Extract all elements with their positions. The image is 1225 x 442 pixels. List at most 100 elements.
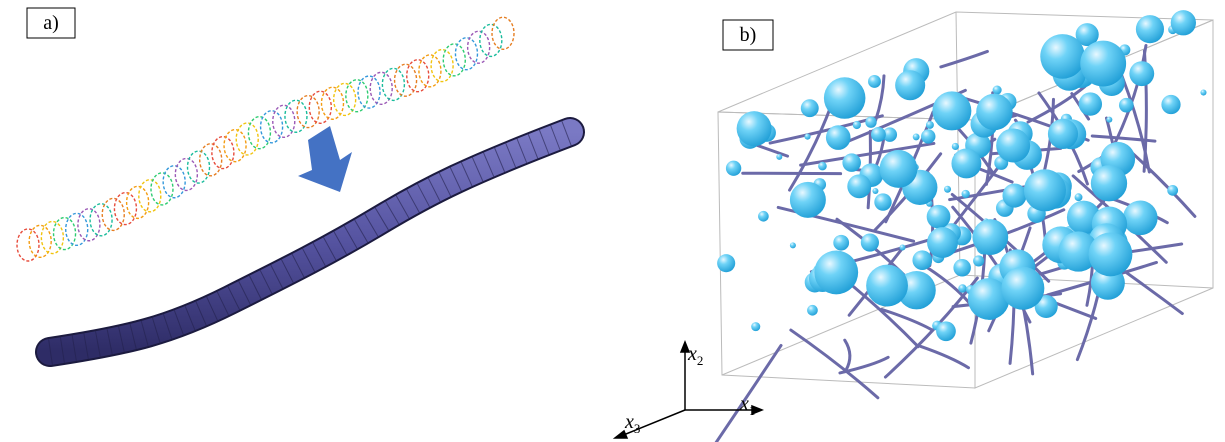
ring xyxy=(332,82,357,117)
sphere xyxy=(736,111,772,147)
sphere xyxy=(847,174,872,199)
ring xyxy=(296,94,320,129)
sphere xyxy=(1002,183,1027,208)
ring xyxy=(16,228,40,262)
sphere xyxy=(1080,40,1127,87)
axis-symbol: x xyxy=(624,411,634,433)
sphere xyxy=(996,128,1031,163)
sphere xyxy=(789,181,826,218)
sphere xyxy=(912,250,933,271)
sphere xyxy=(1047,118,1079,149)
fiber xyxy=(843,338,852,372)
ring xyxy=(466,30,491,64)
ring xyxy=(125,185,150,220)
sphere xyxy=(776,153,783,160)
ring xyxy=(284,99,308,133)
axis-label: x3 xyxy=(624,411,640,436)
sphere xyxy=(807,304,818,316)
ring xyxy=(28,224,52,259)
ring xyxy=(381,67,406,102)
fiber xyxy=(880,307,933,331)
axis-symbol: x xyxy=(687,343,697,365)
sphere xyxy=(953,259,971,277)
ring xyxy=(211,135,235,170)
sphere xyxy=(868,75,881,88)
sphere xyxy=(725,160,742,176)
sphere xyxy=(717,254,736,273)
sphere xyxy=(1074,193,1083,202)
sphere xyxy=(967,278,1010,320)
sphere xyxy=(860,233,879,252)
ring xyxy=(198,143,223,177)
sphere xyxy=(870,127,886,142)
label-box xyxy=(26,7,76,39)
sphere xyxy=(1058,231,1099,272)
sphere xyxy=(943,185,952,193)
sphere xyxy=(1040,34,1085,79)
fiber xyxy=(789,328,880,400)
sphere xyxy=(852,120,861,130)
sphere xyxy=(1122,200,1158,236)
sphere xyxy=(921,129,936,144)
sphere xyxy=(895,70,926,101)
sphere xyxy=(758,210,769,222)
spheres xyxy=(717,10,1207,342)
fiber xyxy=(947,208,1066,255)
axis-symbol: x xyxy=(739,393,749,415)
ring xyxy=(479,23,503,58)
ring xyxy=(247,115,272,150)
ring xyxy=(393,63,418,97)
fiber xyxy=(939,49,989,69)
sphere xyxy=(925,120,934,129)
ring xyxy=(101,197,125,232)
fiber xyxy=(1090,134,1157,143)
sphere xyxy=(927,227,958,258)
axis-subscript: 1 xyxy=(749,403,756,418)
fiber xyxy=(799,141,936,167)
sphere xyxy=(825,125,851,150)
ring xyxy=(40,220,65,255)
ring xyxy=(150,172,174,206)
axis-subscript: 3 xyxy=(634,421,641,436)
sphere xyxy=(958,284,967,293)
ring xyxy=(186,150,211,184)
ring xyxy=(259,110,284,144)
sphere xyxy=(972,219,1009,255)
sphere xyxy=(1090,165,1128,202)
ring xyxy=(442,43,466,77)
axis-label: x2 xyxy=(687,343,703,368)
axis-triad xyxy=(612,339,765,439)
sphere xyxy=(1088,232,1133,277)
sphere xyxy=(872,188,879,195)
panel-label: a) xyxy=(43,12,59,34)
axis-label: x1 xyxy=(739,393,755,418)
ring-chain xyxy=(16,16,515,262)
sphere xyxy=(1167,184,1179,196)
arrow xyxy=(298,126,352,192)
ring xyxy=(138,179,162,213)
sphere xyxy=(866,264,908,307)
sphere xyxy=(814,250,859,295)
panel-label: b) xyxy=(740,24,757,46)
sphere xyxy=(932,91,972,131)
sphere xyxy=(1023,169,1067,212)
fiber xyxy=(1126,147,1197,218)
fiber xyxy=(926,266,971,305)
sphere xyxy=(1106,116,1113,123)
sphere xyxy=(951,148,982,179)
sphere xyxy=(804,133,811,140)
sphere xyxy=(1001,266,1045,310)
ring xyxy=(223,128,247,163)
ring xyxy=(113,191,138,226)
fiber xyxy=(919,344,970,370)
sphere xyxy=(789,242,796,249)
sphere xyxy=(751,322,761,332)
fiber xyxy=(714,343,783,442)
tube xyxy=(37,119,583,365)
sphere xyxy=(1200,89,1207,96)
ring xyxy=(235,122,259,156)
sphere xyxy=(833,234,850,251)
sphere xyxy=(1161,94,1181,115)
ring xyxy=(308,90,333,124)
sphere xyxy=(882,127,898,142)
